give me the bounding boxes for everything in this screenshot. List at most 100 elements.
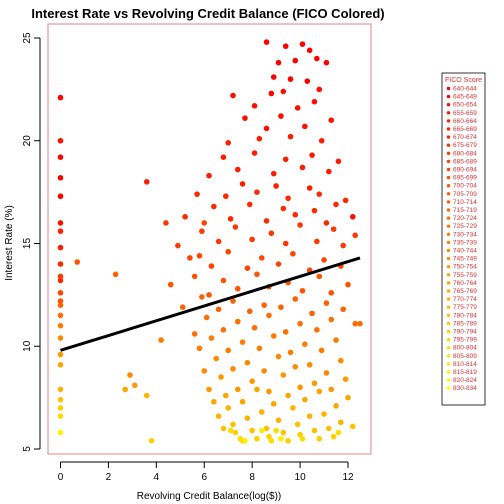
data-point [290, 250, 296, 257]
legend-marker [446, 321, 451, 326]
legend-marker [446, 94, 451, 99]
data-point [270, 74, 277, 80]
data-point [328, 316, 335, 323]
data-point [211, 203, 217, 210]
data-point [299, 435, 306, 442]
data-point [314, 327, 320, 333]
data-point [242, 437, 248, 444]
data-point [143, 179, 150, 185]
legend-entry: 830-834 [453, 385, 477, 392]
data-point [323, 300, 330, 306]
legend-entry: 670-674 [453, 134, 477, 141]
data-point [294, 105, 301, 111]
data-point [297, 431, 303, 438]
legend-marker [446, 143, 451, 147]
data-point [309, 152, 315, 158]
data-point [297, 384, 303, 391]
data-point [311, 380, 318, 387]
data-point [280, 372, 287, 378]
data-point [268, 230, 275, 237]
data-point [292, 57, 299, 64]
data-point [179, 304, 186, 311]
legend-entry: 810-814 [453, 361, 477, 368]
data-point [230, 421, 236, 428]
data-point [57, 322, 64, 329]
data-point [345, 281, 351, 288]
data-point [232, 224, 239, 230]
data-point [57, 220, 64, 226]
data-point [57, 335, 64, 341]
data-point [287, 76, 294, 82]
data-point [340, 242, 347, 249]
data-point [234, 386, 241, 393]
data-point [201, 220, 208, 226]
legend-entry: 770-774 [453, 296, 477, 303]
trend-line-group [60, 256, 361, 352]
data-point [258, 427, 265, 434]
legend-entry: 710-714 [453, 199, 477, 206]
data-point [278, 113, 284, 119]
data-point [234, 318, 241, 325]
data-point [187, 255, 193, 261]
data-point [206, 172, 212, 179]
data-point [292, 296, 299, 302]
data-point [306, 185, 313, 191]
data-point [335, 429, 342, 436]
data-point [316, 273, 323, 280]
data-point [357, 320, 363, 327]
data-point [318, 347, 325, 354]
data-point [287, 133, 294, 140]
y-tick-label: 15 [22, 238, 33, 250]
data-point [57, 137, 64, 144]
data-point [323, 370, 330, 376]
data-point [285, 437, 291, 444]
data-point [261, 302, 267, 308]
data-point [191, 331, 198, 337]
data-point [191, 273, 198, 280]
data-point [244, 265, 251, 271]
x-tick-label: 4 [154, 472, 160, 483]
legend-entry: 805-809 [453, 353, 477, 360]
data-point [280, 205, 287, 212]
legend-entry: 780-784 [453, 312, 477, 319]
data-point [234, 166, 241, 173]
data-point [57, 405, 64, 411]
data-point [249, 378, 255, 384]
legend-entry: 660-664 [453, 118, 477, 125]
data-point [227, 216, 234, 222]
data-point [220, 425, 227, 432]
legend-entry: 665-669 [453, 126, 477, 133]
legend-marker [446, 224, 451, 228]
legend-entry: 790-794 [453, 329, 477, 336]
data-point [275, 417, 282, 424]
x-axis: 0 2 4 6 8 10 12 [58, 461, 354, 483]
data-point [203, 314, 210, 321]
data-point [57, 429, 64, 436]
data-point [342, 197, 349, 204]
legend-entry: 785-789 [453, 320, 477, 327]
data-point [239, 181, 246, 187]
data-point [57, 386, 64, 393]
data-point [244, 359, 251, 366]
data-point [316, 435, 323, 442]
data-point [314, 55, 320, 62]
legend-marker [446, 378, 451, 382]
legend-entry: 720-724 [453, 215, 477, 222]
data-point [256, 345, 263, 352]
data-point [306, 413, 313, 419]
data-point [57, 290, 64, 296]
data-point [275, 353, 282, 360]
legend-entry: 700-704 [453, 183, 477, 190]
data-point [122, 386, 128, 393]
legend-entries: 640-644645-649650-654655-659660-664665-6… [446, 86, 477, 392]
data-point [215, 238, 222, 245]
data-point [294, 421, 301, 428]
data-point [254, 386, 260, 393]
data-point [246, 201, 253, 208]
y-axis-label: Interest Rate (%) [4, 205, 15, 281]
data-point [302, 341, 308, 347]
data-point [57, 174, 64, 181]
legend-entry: 690-694 [453, 167, 477, 174]
data-point [57, 351, 64, 358]
x-tick-label: 12 [342, 472, 354, 483]
